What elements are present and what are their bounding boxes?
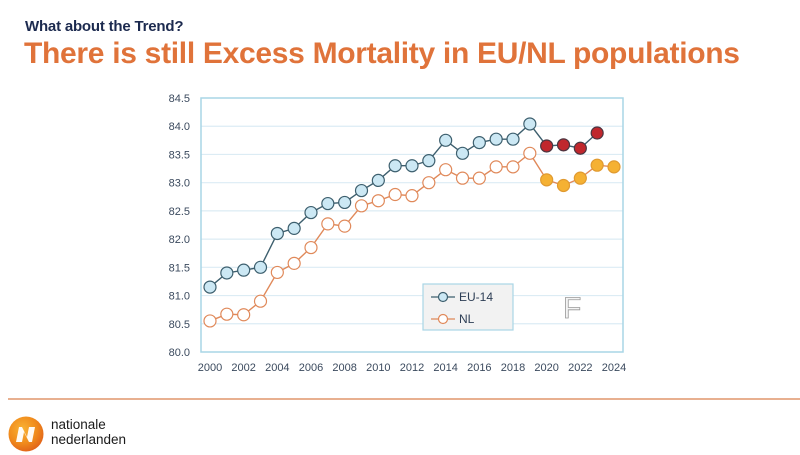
footer-divider	[8, 398, 800, 400]
data-point-nl	[590, 158, 604, 172]
data-point-eu	[237, 263, 251, 277]
data-point-eu	[455, 146, 470, 160]
data-point-eu	[287, 221, 301, 235]
x-tick-label: 2020	[534, 362, 558, 374]
y-axis-ticks: 80.0 80.5 81.0 81.5 82.0 82.5 83.0 83.5 84.0 84.5	[169, 93, 190, 359]
legend-nl-label: NL	[459, 312, 475, 326]
data-point-eu	[354, 183, 369, 198]
data-point-eu	[371, 173, 385, 188]
data-point-eu	[270, 226, 284, 241]
legend-box	[422, 283, 514, 331]
data-point-nl	[237, 308, 251, 322]
data-point-nl	[540, 173, 554, 187]
data-point-eu	[573, 141, 587, 155]
legend-nl-marker-icon	[437, 313, 449, 325]
data-point-nl	[371, 194, 385, 208]
y-tick-label: 82.5	[169, 206, 190, 218]
data-point-eu	[220, 266, 234, 280]
legend-eu-marker-icon	[437, 291, 449, 303]
data-point-eu	[321, 196, 335, 211]
x-tick-label: 2022	[568, 362, 592, 374]
data-point-nl	[489, 160, 503, 174]
plot-frame	[200, 97, 624, 353]
data-point-eu	[523, 117, 537, 131]
data-point-nl	[203, 314, 217, 328]
data-point-nl	[304, 240, 318, 255]
x-tick-label: 2000	[198, 362, 222, 374]
data-point-eu	[489, 132, 503, 146]
data-point-nl	[405, 189, 419, 203]
data-point-nl	[270, 265, 284, 280]
x-tick-label: 2010	[366, 362, 390, 374]
series	[203, 117, 621, 328]
x-tick-label: 2016	[467, 362, 491, 374]
data-point-nl	[573, 171, 587, 185]
data-point-eu	[388, 159, 402, 173]
y-tick-label: 80.0	[169, 347, 190, 359]
y-tick-label: 84.5	[169, 93, 190, 105]
brand-name: nationale nederlanden	[51, 417, 126, 447]
y-tick-label: 83.0	[169, 178, 190, 190]
brand-line-2: nederlanden	[51, 432, 127, 447]
y-tick-label: 80.5	[169, 319, 190, 331]
data-point-nl	[506, 160, 520, 174]
y-tick-label: 81.0	[169, 291, 190, 303]
data-point-nl	[439, 163, 453, 177]
y-tick-label: 82.0	[169, 234, 190, 246]
data-point-nl	[472, 171, 486, 185]
x-tick-label: 2024	[602, 362, 626, 374]
x-tick-label: 2014	[433, 362, 457, 374]
data-point-nl	[556, 178, 571, 193]
data-point-eu	[472, 135, 486, 150]
x-tick-label: 2004	[265, 362, 289, 374]
brand-line-1: nationale	[51, 417, 106, 432]
x-tick-label: 2012	[400, 362, 424, 374]
data-point-eu	[590, 126, 604, 140]
data-point-nl	[388, 187, 402, 202]
data-point-eu	[253, 260, 268, 274]
slide-subtitle: What about the Trend?	[25, 18, 184, 35]
data-point-nl	[321, 217, 335, 231]
y-tick-label: 83.5	[169, 149, 190, 161]
series-nl	[203, 146, 621, 328]
data-point-nl	[422, 176, 436, 190]
data-point-nl	[523, 146, 537, 160]
data-point-eu	[506, 132, 520, 146]
data-point-eu	[304, 205, 318, 220]
data-point-eu	[422, 154, 436, 168]
data-point-nl	[253, 294, 268, 308]
data-point-eu	[203, 280, 217, 294]
legend-eu-label: EU-14	[459, 290, 493, 304]
watermark-letter: F	[563, 292, 581, 325]
slide-title: There is still Excess Mortality in EU/NL…	[24, 37, 740, 70]
y-tick-label: 81.5	[169, 262, 190, 274]
x-tick-label: 2006	[299, 362, 323, 374]
data-point-nl	[354, 199, 369, 213]
x-tick-label: 2018	[501, 362, 525, 374]
data-point-nl	[220, 307, 234, 321]
data-point-nl	[287, 256, 301, 270]
nn-logo-icon	[8, 416, 44, 452]
series-eu	[203, 117, 604, 294]
data-point-eu	[338, 195, 352, 210]
data-point-eu	[540, 139, 554, 153]
x-tick-label: 2008	[332, 362, 356, 374]
series-line-eu	[209, 122, 598, 288]
x-axis-ticks: 2000 2002 2004 2006 2008 2010 2012 2014 2016 2018…	[198, 362, 626, 374]
data-point-eu	[405, 159, 419, 173]
x-tick-label: 2002	[231, 362, 255, 374]
data-point-nl	[455, 171, 470, 185]
data-point-eu	[556, 138, 571, 152]
data-point-nl	[338, 219, 352, 233]
life-expectancy-chart: 80.0 80.5 81.0 81.5 82.0 82.5 83.0 83.5 84.0 84.5…	[169, 93, 627, 374]
y-tick-label: 84.0	[169, 121, 190, 133]
grid-lines	[201, 125, 623, 325]
data-point-eu	[439, 133, 453, 147]
data-point-nl	[607, 160, 621, 174]
legend: EU-14 NL	[422, 283, 514, 331]
